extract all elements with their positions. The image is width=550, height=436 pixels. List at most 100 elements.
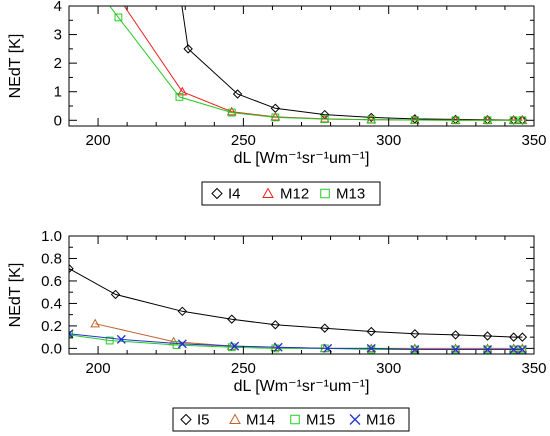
series-M16 xyxy=(69,329,527,354)
data-point-I5-4 xyxy=(270,320,281,330)
series-I5 xyxy=(69,263,528,342)
y-tick-label-4: 0.8 xyxy=(41,250,62,267)
legend-marker-I4 xyxy=(211,187,223,200)
legend-label-M12: M12 xyxy=(280,186,309,203)
chart-panel-2: 200 250 300 350 0.0 0.2 0.4 0.6 0.8 1.0 dL [Wm⁻¹sr… xyxy=(7,228,547,432)
legend-label-M13: M13 xyxy=(336,186,365,203)
data-point-I5-8 xyxy=(450,330,461,340)
data-point-I4-1 xyxy=(183,44,193,54)
data-point-M15-6 xyxy=(367,345,376,354)
series-M13 xyxy=(109,6,527,125)
data-point-M16-0 xyxy=(69,329,74,339)
data-point-M16-6 xyxy=(366,343,376,353)
data-point-M15-0 xyxy=(69,330,73,339)
plot-frame xyxy=(68,235,535,355)
data-point-I5-11 xyxy=(517,332,528,342)
data-point-I5-5 xyxy=(320,323,330,333)
data-point-I5-7 xyxy=(410,329,420,339)
data-point-I4-2 xyxy=(232,89,243,99)
legend-marker-M15 xyxy=(290,414,300,425)
data-point-M15-1 xyxy=(105,336,114,345)
data-point-M13-6 xyxy=(367,115,376,124)
data-point-M13-9 xyxy=(483,116,492,125)
x-tick-label-3: 350 xyxy=(521,132,546,149)
series-line-M16 xyxy=(69,333,523,350)
legend-item-M15: M15 xyxy=(290,412,335,429)
legend-marker-I5 xyxy=(180,413,192,426)
legend-item-M13: M13 xyxy=(320,186,365,203)
data-point-M13-10 xyxy=(509,116,518,125)
data-point-M16-2 xyxy=(177,339,187,349)
data-point-I5-10 xyxy=(508,332,519,342)
data-point-M13-5 xyxy=(320,115,329,124)
data-point-I5-9 xyxy=(482,331,493,341)
legend-item-M14: M14 xyxy=(229,412,275,429)
data-point-I5-1 xyxy=(110,289,121,300)
x-tick-label-3: 350 xyxy=(521,360,546,377)
y-tick-label-4: 4 xyxy=(54,0,62,15)
legend-label-M14: M14 xyxy=(246,412,275,429)
y-tick-label-0: 0 xyxy=(54,112,62,129)
series-line-M12 xyxy=(123,6,523,121)
data-point-I5-6 xyxy=(366,326,376,337)
x-tick-label-0: 200 xyxy=(86,132,111,149)
series-line-M13 xyxy=(109,6,523,121)
data-point-M13-3 xyxy=(227,108,236,117)
y-tick-label-3: 3 xyxy=(54,27,62,44)
series-I4 xyxy=(181,6,528,125)
legend-label-I4: I4 xyxy=(228,186,241,203)
legend: I4 M12 M13 xyxy=(201,181,381,206)
y-tick-label-1: 0.2 xyxy=(41,318,62,335)
data-point-M16-11 xyxy=(517,345,527,354)
legend-box xyxy=(201,181,381,206)
series-M14 xyxy=(90,318,528,353)
data-point-M13-4 xyxy=(271,113,280,122)
data-point-M13-2 xyxy=(175,92,184,101)
legend-item-I5: I5 xyxy=(180,412,210,429)
data-point-M12-3 xyxy=(270,111,281,121)
data-point-I5-3 xyxy=(227,314,237,324)
legend-label-M15: M15 xyxy=(306,412,335,429)
y-axis-label: NEdT [K] xyxy=(7,34,24,99)
data-point-M15-2 xyxy=(172,341,181,349)
legend-item-M16: M16 xyxy=(349,412,395,429)
y-tick-label-5: 1.0 xyxy=(41,228,62,245)
x-axis-label: dL [Wm⁻¹sr⁻¹um⁻¹] xyxy=(234,378,370,395)
y-tick-label-2: 2 xyxy=(54,55,62,72)
data-point-I5-2 xyxy=(177,306,188,317)
data-point-M14-0 xyxy=(90,318,101,328)
legend-marker-M12 xyxy=(262,187,274,198)
x-tick-label-0: 200 xyxy=(86,360,111,377)
series-line-I5 xyxy=(69,268,523,338)
x-tick-label-2: 300 xyxy=(376,132,401,149)
legend-label-I5: I5 xyxy=(197,412,210,429)
y-tick-label-3: 0.6 xyxy=(41,273,62,290)
legend-label-M16: M16 xyxy=(366,412,395,429)
legend-item-M12: M12 xyxy=(262,186,309,203)
legend: I5 M14 M15 M16 xyxy=(172,407,410,432)
data-point-M16-4 xyxy=(273,342,283,352)
x-tick-label-2: 300 xyxy=(376,360,401,377)
data-point-I5-0 xyxy=(69,263,74,274)
x-tick-label-1: 250 xyxy=(231,132,256,149)
data-point-M12-0 xyxy=(114,0,122,1)
data-point-M13-1 xyxy=(114,13,123,22)
x-axis-label: dL [Wm⁻¹sr⁻¹um⁻¹] xyxy=(234,150,370,167)
chart-panel-1: 200 250 300 350 0 1 2 3 4 dL [Wm⁻¹sr⁻¹um⁻¹] NEdT [… xyxy=(7,0,547,206)
series-line-I4 xyxy=(181,6,523,121)
data-point-M13-8 xyxy=(451,116,460,125)
data-point-M16-9 xyxy=(483,345,492,354)
y-axis-label: NEdT [K] xyxy=(7,263,24,328)
data-point-M13-11 xyxy=(518,116,527,125)
x-tick-label-1: 250 xyxy=(231,360,256,377)
legend-marker-M16 xyxy=(349,414,361,425)
data-point-M13-7 xyxy=(410,116,419,124)
legend-marker-M14 xyxy=(229,413,241,424)
y-tick-label-0: 0.0 xyxy=(41,340,62,357)
y-tick-label-1: 1 xyxy=(54,84,62,101)
data-point-M16-1 xyxy=(116,334,126,344)
data-point-M16-3 xyxy=(230,341,240,351)
series-M12 xyxy=(114,0,528,124)
y-tick-label-2: 0.4 xyxy=(41,295,62,312)
